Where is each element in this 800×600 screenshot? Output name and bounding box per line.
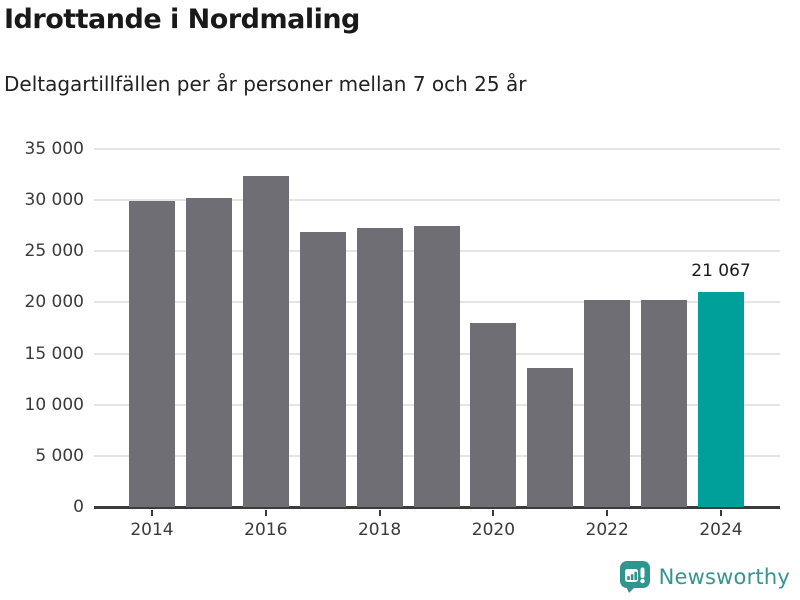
- y-axis-labels: 0 5 000 10 000 15 000 20 000 25 000 30 000 35 0…: [0, 139, 84, 517]
- bar-2015[interactable]: [185, 198, 232, 507]
- y-axis-tick-label: 30 000: [24, 190, 84, 211]
- x-axis-tick: [378, 510, 381, 516]
- bar-2022[interactable]: [584, 300, 631, 507]
- y-axis-tick-label: 5 000: [35, 445, 84, 466]
- x-axis-tick: [492, 510, 495, 516]
- gridline: [94, 148, 780, 150]
- bar-2019[interactable]: [413, 225, 460, 507]
- brand-text: Newsworthy: [658, 565, 790, 589]
- x-axis-tick-label: 2020: [471, 520, 516, 540]
- highlight-value-label: 21 067: [691, 260, 751, 281]
- x-axis-tick: [720, 510, 722, 516]
- x-axis-tick-label: 2024: [699, 520, 743, 540]
- bar-2023[interactable]: [641, 300, 688, 507]
- y-axis-tick-label: 35 000: [24, 139, 84, 159]
- y-axis-tick-label: 25 000: [24, 241, 84, 262]
- x-axis-tick: [151, 510, 153, 516]
- chart-subtitle: Deltagartillfällen per år personer mella…: [4, 72, 527, 96]
- x-axis-tick-label: 2018: [357, 520, 402, 540]
- chart-title: Idrottande i Nordmaling: [4, 4, 360, 35]
- newsworthy-chart-bubble-icon: [618, 560, 652, 594]
- bar-2020[interactable]: [470, 323, 517, 507]
- bar-2024[interactable]: [698, 291, 744, 507]
- y-axis-tick-label: 15 000: [24, 343, 84, 364]
- x-axis-line: [94, 506, 780, 509]
- bar-2017[interactable]: [299, 231, 346, 507]
- y-axis-tick-label: 10 000: [24, 394, 84, 415]
- brand-footer[interactable]: Newsworthy: [618, 560, 790, 594]
- x-axis-tick: [264, 510, 267, 516]
- bar-2018[interactable]: [356, 227, 403, 507]
- y-axis-tick-label: 0: [73, 497, 84, 517]
- gridline: [94, 199, 780, 202]
- bar-2014[interactable]: [129, 201, 175, 507]
- x-axis-tick: [606, 510, 609, 516]
- x-axis-tick-label: 2016: [244, 520, 288, 540]
- x-axis-tick-label: 2014: [130, 520, 174, 540]
- bar-2016[interactable]: [242, 175, 289, 507]
- bar-2021[interactable]: [527, 367, 574, 507]
- y-axis-tick-label: 20 000: [24, 292, 84, 313]
- x-axis-tick-label: 2022: [585, 520, 629, 540]
- plot-area: 2014 2016 2018 2020 2022 2024 21 067: [94, 148, 780, 540]
